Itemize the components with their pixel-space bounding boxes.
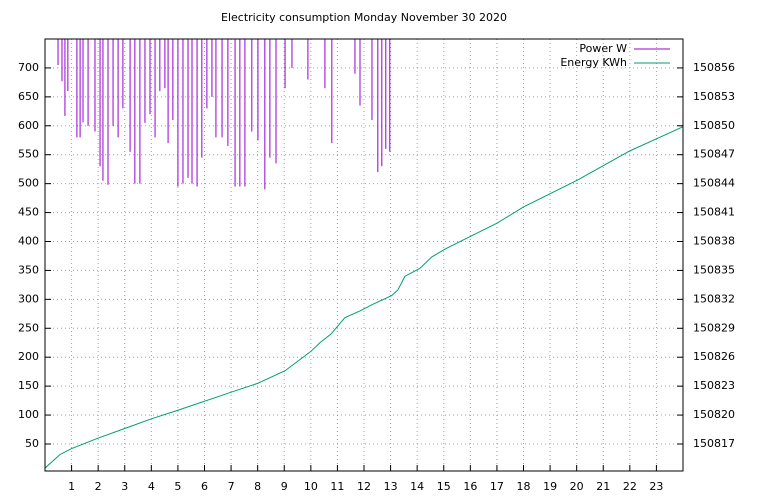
y-tick-label: 500 — [18, 177, 39, 190]
chart-title: Electricity consumption Monday November … — [221, 11, 507, 24]
legend-label: Power W — [579, 42, 627, 55]
y-tick-label: 350 — [18, 263, 39, 276]
y2-tick-label: 150826 — [693, 350, 735, 363]
y-tick-label: 550 — [18, 148, 39, 161]
y2-tick-label: 150841 — [693, 206, 735, 219]
y2-tick-label: 150817 — [693, 437, 735, 450]
legend-label: Energy KWh — [560, 56, 627, 69]
y-tick-label: 100 — [18, 408, 39, 421]
x-tick-label: 7 — [228, 480, 235, 493]
y-tick-label: 450 — [18, 206, 39, 219]
y2-tick-label: 150835 — [693, 263, 735, 276]
y-tick-label: 250 — [18, 321, 39, 334]
y2-tick-label: 150850 — [693, 119, 735, 132]
y-tick-label: 200 — [18, 350, 39, 363]
x-tick-label: 18 — [517, 480, 531, 493]
x-tick-label: 3 — [121, 480, 128, 493]
x-tick-label: 1 — [68, 480, 75, 493]
x-tick-label: 16 — [463, 480, 477, 493]
y-tick-label: 600 — [18, 119, 39, 132]
y2-tick-label: 150823 — [693, 379, 735, 392]
y2-tick-label: 150847 — [693, 148, 735, 161]
y-tick-label: 300 — [18, 292, 39, 305]
x-tick-label: 19 — [543, 480, 557, 493]
y-tick-label: 400 — [18, 234, 39, 247]
y2-tick-label: 150820 — [693, 408, 735, 421]
x-tick-label: 15 — [437, 480, 451, 493]
y2-tick-label: 150856 — [693, 61, 735, 74]
x-tick-label: 20 — [570, 480, 584, 493]
energy-line — [45, 126, 683, 469]
x-tick-label: 13 — [384, 480, 398, 493]
x-tick-label: 17 — [490, 480, 504, 493]
x-tick-label: 22 — [623, 480, 637, 493]
y2-tick-label: 150829 — [693, 321, 735, 334]
plot-area — [45, 39, 683, 469]
x-tick-label: 9 — [281, 480, 288, 493]
x-tick-label: 23 — [649, 480, 663, 493]
y-tick-label: 700 — [18, 61, 39, 74]
y2-tick-label: 150853 — [693, 90, 735, 103]
x-tick-label: 5 — [174, 480, 181, 493]
plot-frame — [44, 38, 684, 472]
y-tick-label: 50 — [25, 437, 39, 450]
y-tick-label: 650 — [18, 90, 39, 103]
x-tick-label: 10 — [304, 480, 318, 493]
y2-tick-label: 150838 — [693, 235, 735, 248]
x-tick-label: 21 — [596, 480, 610, 493]
y-tick-label: 150 — [18, 379, 39, 392]
x-tick-label: 4 — [148, 480, 155, 493]
x-tick-label: 11 — [330, 480, 344, 493]
x-tick-label: 6 — [201, 480, 208, 493]
y2-tick-label: 150844 — [693, 177, 735, 190]
x-tick-label: 2 — [95, 480, 102, 493]
x-tick-label: 8 — [254, 480, 261, 493]
x-tick-label: 12 — [357, 480, 371, 493]
y2-tick-label: 150832 — [693, 292, 735, 305]
x-tick-label: 14 — [410, 480, 424, 493]
